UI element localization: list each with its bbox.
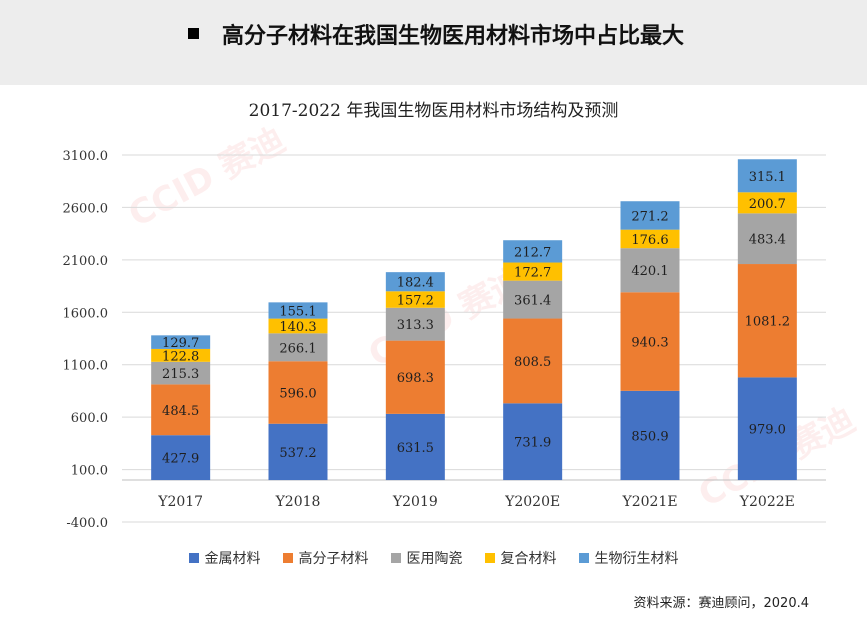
x-tick-label: Y2022E [739,494,795,510]
bar-segment [620,229,680,249]
bar-segment [503,280,563,319]
data-label: 271.2 [631,209,668,224]
data-label: 361.4 [514,294,551,309]
data-label: 940.3 [631,336,668,351]
legend-swatch [484,553,495,563]
bar-segment [503,262,563,281]
legend-swatch [188,553,199,563]
x-tick-label: Y2017 [157,494,203,510]
data-label: 172.7 [514,266,551,281]
bar-segment [737,192,797,214]
data-label: 200.7 [749,197,786,212]
y-tick-label: 100.0 [71,464,108,479]
data-label: 129.7 [162,336,199,351]
y-tick-label: 1600.0 [63,306,109,321]
legend-swatch [282,553,293,563]
legend-item: 高分子材料 [282,548,369,568]
bar-segment [737,159,797,193]
legend-item: 金属材料 [188,548,261,568]
bar-segment [151,335,211,349]
legend-item: 复合材料 [484,548,557,568]
data-label: 420.1 [631,264,668,279]
y-tick-label: 2100.0 [63,254,109,269]
bar-segment [503,318,563,404]
chart-legend: 金属材料 高分子材料 医用陶瓷 复合材料 生物衍生材料 [0,548,867,568]
data-label: 698.3 [397,371,434,386]
y-tick-label: 3100.0 [63,149,109,164]
legend-swatch [390,553,401,563]
bar-segment [737,377,797,481]
data-label: 537.2 [279,446,316,461]
header-band: 高分子材料在我国生物医用材料市场中占比最大 [0,0,867,85]
header-bullet-icon [188,28,199,39]
bar-segment [151,361,211,385]
bar-segment [385,291,445,308]
bar-segment [268,361,328,424]
bar-segment [385,413,445,481]
bar-segment [151,435,211,481]
bar-segment [268,318,328,334]
data-label: 483.4 [749,233,786,248]
data-label: 1081.2 [745,315,791,330]
legend-swatch [578,553,589,563]
data-label: 215.3 [162,367,199,382]
bar-segment [151,348,211,362]
legend-label: 金属材料 [204,551,261,567]
y-tick-label: -400.0 [66,516,108,531]
x-tick-label: Y2018 [275,494,321,510]
data-label: 157.2 [397,294,434,309]
bar-segment [737,264,797,378]
data-label: 979.0 [749,423,786,438]
bar-segment [268,333,328,362]
header-title: 高分子材料在我国生物医用材料市场中占比最大 [222,24,685,49]
bar-segment [620,248,680,293]
x-tick-label: Y2021E [621,494,677,510]
data-label: 182.4 [397,276,434,291]
data-label: 315.1 [749,170,786,185]
bar-segment [268,423,328,481]
bar-segment [503,240,563,263]
bar-segment [737,213,797,265]
bar-segment [620,201,680,230]
data-label: 596.0 [279,386,316,401]
legend-label: 高分子材料 [298,551,369,567]
bar-segment [268,302,328,319]
chart-title: 2017-2022 年我国生物医用材料市场结构及预测 [248,101,619,121]
legend-label: 复合材料 [500,551,557,567]
bar-segment [151,384,211,436]
data-label: 266.1 [279,341,316,356]
bar-segment [385,272,445,292]
y-tick-label: 2600.0 [63,201,109,216]
data-label: 140.3 [279,320,316,335]
data-label: 155.1 [279,304,316,319]
data-label: 808.5 [514,355,551,370]
bar-segment [385,307,445,341]
x-tick-label: Y2019 [392,494,438,510]
legend-label: 生物衍生材料 [594,551,679,567]
bar-segment [385,340,445,414]
legend-item: 医用陶瓷 [390,548,463,568]
data-label: 176.6 [631,233,668,248]
data-label: 313.3 [397,318,434,333]
y-tick-label: 600.0 [71,411,108,426]
source-note: 资料来源：赛迪顾问，2020.4 [633,596,810,611]
data-label: 484.5 [162,404,199,419]
bar-segment [620,292,680,391]
y-tick-label: 1100.0 [63,359,109,374]
legend-item: 生物衍生材料 [578,548,679,568]
bar-segment [503,403,563,481]
data-label: 212.7 [514,245,551,260]
data-label: 631.5 [397,441,434,456]
bar-segment [620,390,680,481]
data-label: 731.9 [514,436,551,451]
data-label: 850.9 [631,429,668,444]
data-label: 122.8 [162,349,199,364]
data-label: 427.9 [162,452,199,467]
legend-label: 医用陶瓷 [406,551,463,567]
x-tick-label: Y2020E [504,494,560,510]
